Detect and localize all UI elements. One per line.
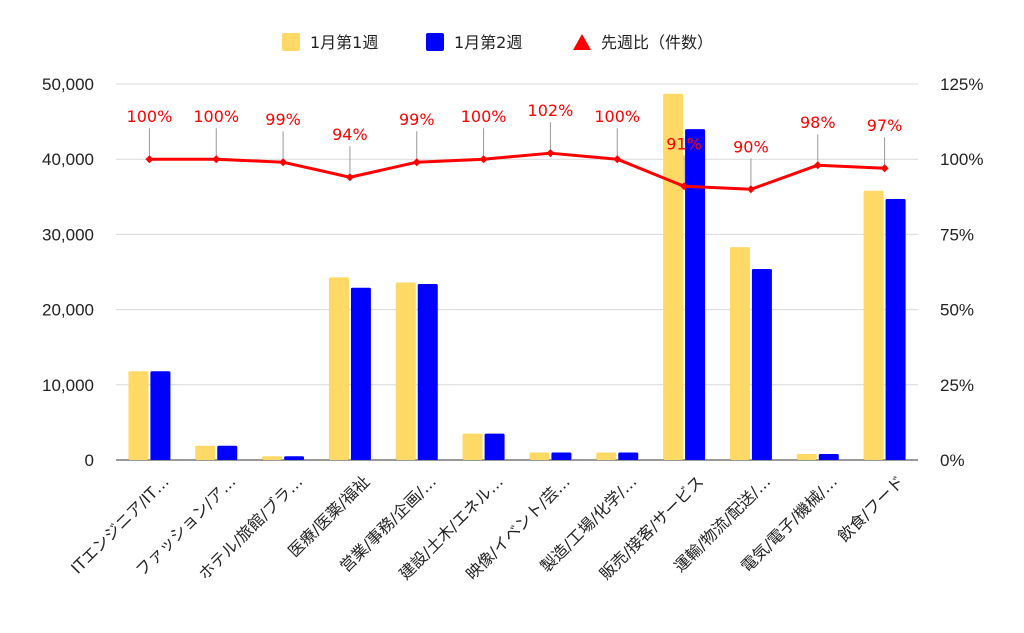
y-right-tick-label: 25% bbox=[940, 376, 974, 395]
ratio-point bbox=[345, 173, 354, 182]
legend-marker bbox=[573, 34, 591, 50]
legend[interactable]: 1月第1週 1月第2週 先週比（件数） bbox=[282, 33, 713, 52]
legend-swatch bbox=[282, 33, 300, 51]
bars bbox=[128, 93, 906, 460]
bar bbox=[618, 452, 639, 460]
gridlines bbox=[116, 83, 918, 461]
legend-swatch bbox=[426, 33, 444, 51]
ratio-point bbox=[212, 155, 221, 164]
bar bbox=[529, 452, 550, 460]
bar bbox=[885, 199, 906, 460]
ratio-point bbox=[279, 158, 288, 167]
bar bbox=[551, 452, 572, 460]
ratio-data-label: 100% bbox=[127, 107, 173, 126]
axes: 0 10,000 20,000 30,000 40,000 50,000 0% 25% 50% 7… bbox=[42, 75, 983, 583]
bar bbox=[685, 129, 706, 460]
bar bbox=[863, 190, 884, 460]
bar bbox=[596, 452, 617, 460]
ratio-point bbox=[479, 155, 488, 164]
bar bbox=[417, 284, 438, 460]
bar bbox=[262, 456, 283, 460]
y-left-tick-label: 40,000 bbox=[42, 150, 94, 169]
bar bbox=[395, 282, 416, 460]
y-left-tick-label: 0 bbox=[85, 451, 94, 470]
y-left-tick-label: 10,000 bbox=[42, 376, 94, 395]
y-right-tick-label: 75% bbox=[940, 225, 974, 244]
ratio-data-label: 90% bbox=[733, 137, 769, 156]
bar bbox=[150, 371, 171, 460]
category-label: 飲食/フード bbox=[834, 472, 908, 546]
ratio-point bbox=[746, 185, 755, 194]
ratio-data-label: 99% bbox=[399, 110, 435, 129]
y-right-tick-label: 100% bbox=[940, 150, 983, 169]
ratio-point bbox=[412, 158, 421, 167]
y-right-tick-label: 50% bbox=[940, 301, 974, 320]
bar bbox=[796, 453, 817, 460]
bar bbox=[484, 433, 505, 460]
ratio-line: 100% 100% 99% 94% 99% 100% 102% 100% 91% 90% 98% 97… bbox=[127, 101, 903, 194]
y-left-tick-label: 30,000 bbox=[42, 225, 94, 244]
ratio-data-label: 102% bbox=[528, 101, 574, 120]
legend-label: 先週比（件数） bbox=[601, 33, 713, 52]
legend-label: 1月第2週 bbox=[454, 33, 522, 52]
ratio-data-label: 100% bbox=[461, 107, 507, 126]
ratio-data-label: 99% bbox=[265, 110, 301, 129]
legend-label: 1月第1週 bbox=[310, 33, 378, 52]
bar bbox=[462, 433, 483, 460]
ratio-line-path bbox=[149, 151, 885, 191]
ratio-point bbox=[613, 155, 622, 164]
bar bbox=[350, 287, 371, 460]
ratio-point bbox=[680, 182, 689, 191]
bar bbox=[284, 456, 305, 460]
ratio-point bbox=[880, 164, 889, 173]
y-right-tick-label: 0% bbox=[940, 451, 965, 470]
ratio-point bbox=[546, 149, 555, 158]
bar bbox=[328, 277, 349, 460]
ratio-point bbox=[813, 161, 822, 170]
ratio-data-label: 100% bbox=[594, 107, 640, 126]
bar bbox=[217, 445, 238, 460]
ratio-data-label: 91% bbox=[666, 134, 702, 153]
ratio-data-label: 94% bbox=[332, 125, 368, 144]
y-right-tick-label: 125% bbox=[940, 75, 983, 94]
bar bbox=[818, 453, 839, 460]
ratio-data-label: 100% bbox=[193, 107, 239, 126]
bar bbox=[729, 247, 750, 460]
bar bbox=[128, 371, 149, 460]
ratio-data-label: 98% bbox=[800, 113, 836, 132]
bar bbox=[751, 268, 772, 460]
y-left-tick-label: 20,000 bbox=[42, 301, 94, 320]
ratio-point bbox=[145, 155, 154, 164]
y-left-tick-label: 50,000 bbox=[42, 75, 94, 94]
bar bbox=[195, 445, 216, 460]
ratio-data-label: 97% bbox=[867, 116, 903, 135]
